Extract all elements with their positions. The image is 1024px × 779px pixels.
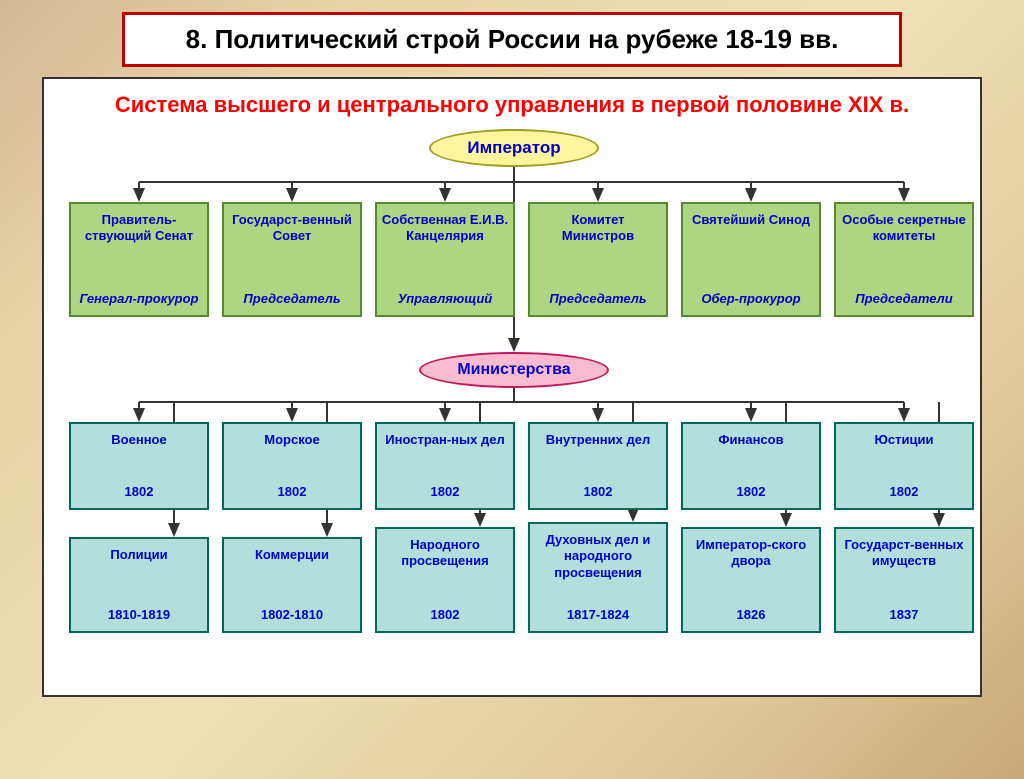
ministry-name: Морское (264, 432, 319, 448)
gov-body-role: Председатель (549, 291, 646, 307)
gov-body-chancellery: Собственная Е.И.В. Канцелярия Управляющи… (375, 202, 515, 317)
diagram-subtitle: Система высшего и центрального управлени… (44, 79, 980, 128)
ministry-name: Военное (111, 432, 166, 448)
ministry-year: 1802 (278, 484, 307, 500)
gov-body-senate: Правитель-ствующий Сенат Генерал-прокуро… (69, 202, 209, 317)
gov-body-title: Святейший Синод (692, 212, 810, 228)
gov-body-committee: Комитет Министров Председатель (528, 202, 668, 317)
ministry-year: 1837 (890, 607, 919, 623)
diagram-container: Система высшего и центрального управлени… (42, 77, 982, 697)
ministry-name: Внутренних дел (546, 432, 650, 448)
ministry-year: 1802 (737, 484, 766, 500)
gov-body-council: Государст-венный Совет Председатель (222, 202, 362, 317)
gov-body-title: Государст-венный Совет (228, 212, 356, 245)
ministry-finance: Финансов 1802 (681, 422, 821, 510)
ministry-year: 1826 (737, 607, 766, 623)
ministry-year: 1802 (431, 607, 460, 623)
chart-area: Император Правитель-ствующий Сенат Генер… (44, 127, 980, 667)
gov-body-title: Собственная Е.И.В. Канцелярия (381, 212, 509, 245)
outer-title: 8. Политический строй России на рубеже 1… (145, 23, 879, 56)
emperor-node: Император (429, 129, 599, 167)
ministries-label: Министерства (457, 360, 570, 380)
gov-body-role: Председатели (855, 291, 952, 307)
ministry-name: Полиции (110, 547, 167, 563)
ministry-spiritual: Духовных дел и народного просвещения 181… (528, 522, 668, 633)
ministry-property: Государст-венных имуществ 1837 (834, 527, 974, 633)
ministry-year: 1802-1810 (261, 607, 323, 623)
ministry-year: 1802 (890, 484, 919, 500)
outer-title-box: 8. Политический строй России на рубеже 1… (122, 12, 902, 67)
gov-body-role: Председатель (243, 291, 340, 307)
gov-body-secret: Особые секретные комитеты Председатели (834, 202, 974, 317)
ministry-police: Полиции 1810-1819 (69, 537, 209, 633)
ministry-name: Духовных дел и народного просвещения (534, 532, 662, 581)
ministry-year: 1802 (431, 484, 460, 500)
ministry-name: Император-ского двора (687, 537, 815, 570)
ministry-year: 1810-1819 (108, 607, 170, 623)
gov-body-synod: Святейший Синод Обер-прокурор (681, 202, 821, 317)
ministry-foreign: Иностран-ных дел 1802 (375, 422, 515, 510)
ministry-military: Военное 1802 (69, 422, 209, 510)
ministry-year: 1802 (125, 484, 154, 500)
ministry-court: Император-ского двора 1826 (681, 527, 821, 633)
ministry-commerce: Коммерции 1802-1810 (222, 537, 362, 633)
ministry-justice: Юстиции 1802 (834, 422, 974, 510)
gov-body-role: Обер-прокурор (701, 291, 800, 307)
ministry-name: Финансов (718, 432, 783, 448)
ministry-internal: Внутренних дел 1802 (528, 422, 668, 510)
gov-body-title: Правитель-ствующий Сенат (75, 212, 203, 245)
ministry-naval: Морское 1802 (222, 422, 362, 510)
ministries-node: Министерства (419, 352, 609, 388)
ministry-name: Иностран-ных дел (385, 432, 504, 448)
ministry-year: 1802 (584, 484, 613, 500)
ministry-name: Юстиции (875, 432, 934, 448)
ministry-name: Народного просвещения (381, 537, 509, 570)
gov-body-title: Особые секретные комитеты (840, 212, 968, 245)
emperor-label: Император (467, 137, 560, 158)
ministry-education: Народного просвещения 1802 (375, 527, 515, 633)
ministry-year: 1817-1824 (567, 607, 629, 623)
ministry-name: Коммерции (255, 547, 329, 563)
gov-body-role: Генерал-прокурор (79, 291, 198, 307)
ministry-name: Государст-венных имуществ (840, 537, 968, 570)
gov-body-role: Управляющий (398, 291, 492, 307)
gov-body-title: Комитет Министров (534, 212, 662, 245)
